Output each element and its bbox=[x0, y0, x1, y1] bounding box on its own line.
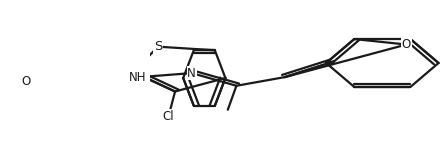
Text: S: S bbox=[154, 40, 162, 53]
Text: O: O bbox=[402, 38, 411, 51]
Text: Cl: Cl bbox=[163, 110, 174, 123]
Text: NH: NH bbox=[128, 71, 146, 84]
Text: O: O bbox=[22, 76, 31, 89]
Text: N: N bbox=[187, 67, 196, 80]
